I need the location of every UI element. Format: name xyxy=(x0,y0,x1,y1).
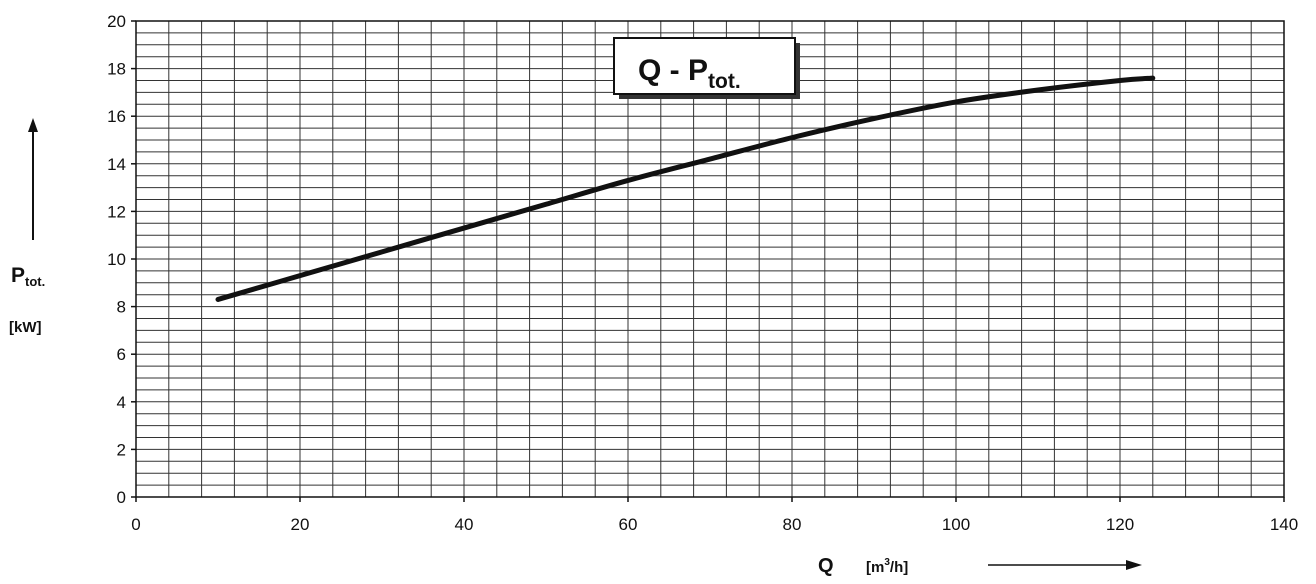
x-tick-label: 120 xyxy=(1106,515,1134,534)
y-tick-label: 6 xyxy=(117,345,126,364)
y-tick-label: 8 xyxy=(117,298,126,317)
y-axis-unit: [kW] xyxy=(9,319,42,336)
x-axis-unit-suffix: /h] xyxy=(890,559,908,576)
y-tick-label: 20 xyxy=(107,12,126,31)
x-tick-label: 100 xyxy=(942,515,970,534)
x-axis-unit-prefix: [m xyxy=(866,559,884,576)
x-axis-symbol: Q xyxy=(818,555,834,577)
x-tick-label: 20 xyxy=(291,515,310,534)
tick-labels: 0 20 40 60 80 100 120 140 0 2 4 6 8 10 12 14 16 18 20 xyxy=(107,12,1298,534)
x-tick-label: 140 xyxy=(1270,515,1298,534)
y-tick-label: 0 xyxy=(117,488,126,507)
series-line xyxy=(215,75,1156,302)
series-layer xyxy=(215,75,1156,302)
up-arrow-head-icon xyxy=(28,118,38,132)
x-axis-label: Q [m3/h] xyxy=(818,555,1142,577)
y-axis-subscript: tot. xyxy=(25,274,45,289)
x-tick-label: 40 xyxy=(455,515,474,534)
chart-title: Q - P xyxy=(638,54,708,87)
y-axis-symbol: P xyxy=(11,264,25,287)
x-tick-label: 0 xyxy=(131,515,140,534)
y-tick-label: 16 xyxy=(107,107,126,126)
x-tick-label: 80 xyxy=(783,515,802,534)
y-axis-label: Ptot. [kW] xyxy=(9,118,45,336)
x-axis-unit-superscript: 3 xyxy=(884,557,890,568)
x-tick-label: 60 xyxy=(619,515,638,534)
chart-title-subscript: tot. xyxy=(708,70,741,93)
y-tick-label: 4 xyxy=(117,393,126,412)
svg-text:Q - Ptot.: Q - Ptot. xyxy=(638,54,741,93)
y-tick-label: 10 xyxy=(107,250,126,269)
y-tick-label: 12 xyxy=(107,202,126,221)
y-tick-label: 18 xyxy=(107,60,126,79)
chart-title-box: Q - Ptot. xyxy=(613,37,800,99)
y-tick-label: 14 xyxy=(107,155,126,174)
y-tick-label: 2 xyxy=(117,440,126,459)
right-arrow-head-icon xyxy=(1126,560,1142,570)
svg-text:[m3/h]: [m3/h] xyxy=(866,557,908,576)
svg-text:Ptot.: Ptot. xyxy=(11,264,45,289)
